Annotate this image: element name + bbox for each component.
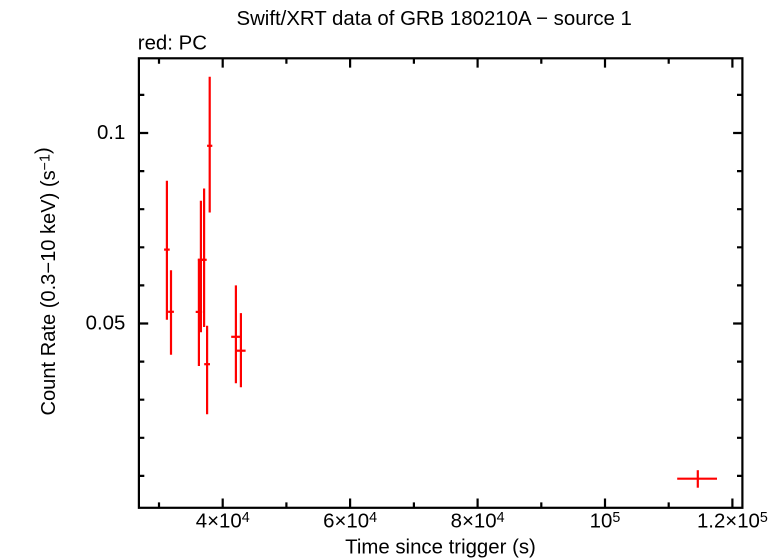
svg-text:Time since trigger (s): Time since trigger (s) [345, 537, 536, 558]
svg-text:0.05: 0.05 [86, 313, 126, 335]
svg-text:0.1: 0.1 [97, 122, 125, 144]
svg-text:4×104: 4×104 [196, 510, 250, 533]
svg-text:105: 105 [590, 510, 621, 533]
svg-text:8×104: 8×104 [451, 510, 505, 533]
svg-text:Count Rate (0.3−10 keV) (s−1): Count Rate (0.3−10 keV) (s−1) [33, 147, 61, 415]
svg-text:Swift/XRT data of GRB 180210A: Swift/XRT data of GRB 180210A − source 1 [236, 8, 631, 30]
svg-text:red: PC: red: PC [138, 32, 207, 54]
svg-text:1.2×105: 1.2×105 [697, 510, 768, 533]
svg-text:6×104: 6×104 [323, 510, 377, 533]
